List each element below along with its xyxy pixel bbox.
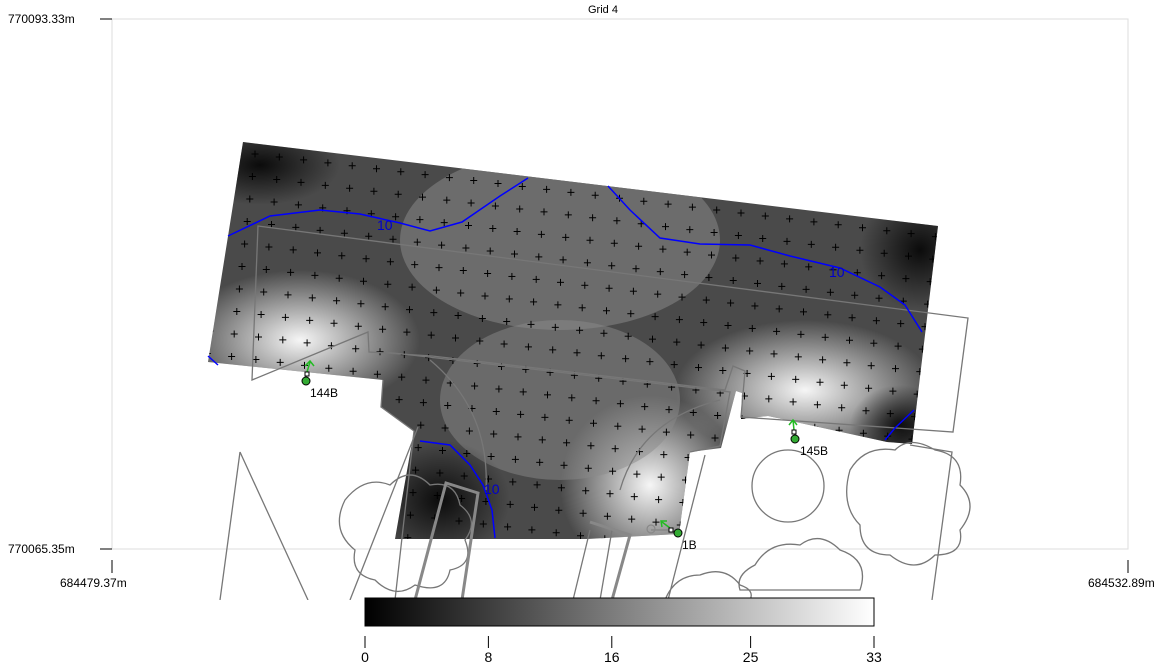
y-axis-max-label: 770093.33m — [8, 12, 75, 26]
contour-label-2: 10 — [829, 264, 845, 280]
colorbar-tick-label: 0 — [361, 649, 369, 665]
path-outlines-dark — [413, 481, 632, 601]
colorbar-tick-label: 25 — [742, 649, 759, 665]
luminaire-144B[interactable]: 144B — [301, 359, 338, 400]
luminaire-1B[interactable]: 1B — [646, 520, 697, 552]
luminaire-145B[interactable]: 145B — [788, 418, 828, 458]
axis-ticks — [100, 18, 1129, 573]
contour-label-1: 10 — [377, 217, 393, 233]
colorbar-tick-label: 33 — [866, 649, 882, 665]
svg-text:1B: 1B — [682, 538, 697, 552]
svg-text:145B: 145B — [800, 444, 828, 458]
colorbar-tick-label: 16 — [603, 649, 620, 665]
x-axis-max-label: 684532.89m — [1088, 576, 1155, 590]
contour-10 — [207, 177, 923, 539]
svg-text:144B: 144B — [310, 386, 338, 400]
colorbar — [364, 597, 875, 627]
colorbar-tick-label: 8 — [484, 649, 493, 665]
illuminance-heatmap — [208, 142, 938, 539]
chart-title: Grid 4 — [588, 4, 618, 16]
site-outlines — [219, 225, 971, 600]
plot-frame — [111, 18, 1129, 550]
y-axis-min-label: 770065.35m — [8, 542, 75, 556]
contour-label-3: 10 — [484, 481, 500, 497]
x-axis-min-label: 684479.37m — [60, 576, 127, 590]
colorbar-ticks — [364, 636, 875, 648]
